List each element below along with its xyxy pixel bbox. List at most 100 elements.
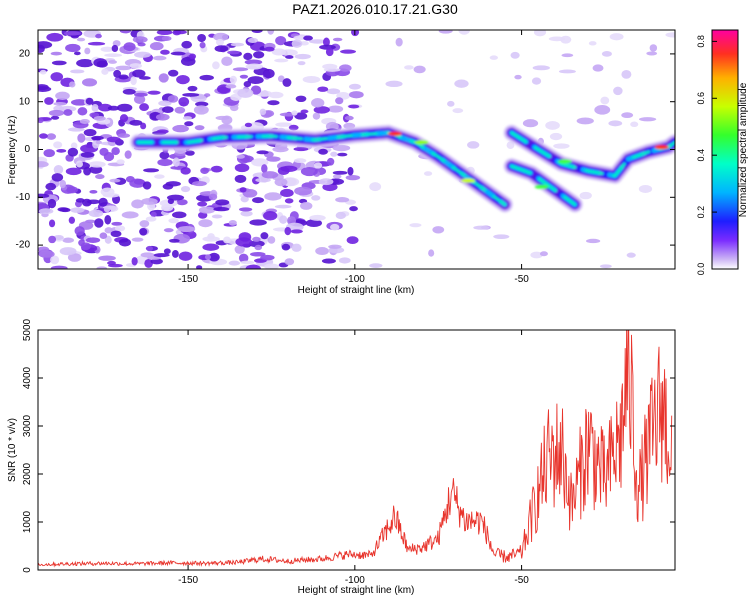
noise-blob [84,47,91,55]
noise-blob [104,53,123,58]
noise-blob [142,181,152,190]
noise-blob [199,41,206,49]
noise-blob [67,127,85,132]
noise-blob [263,210,278,221]
spectrogram-xtick-label: -100 [345,274,365,285]
noise-blob [185,150,195,156]
noise-blob [158,73,169,83]
noise-blob [229,104,239,112]
noise-blob [106,136,121,143]
noise-blob [279,215,288,224]
noise-blob [236,154,245,159]
noise-blob [155,113,170,121]
noise-blob [62,237,75,243]
noise-blob [349,206,358,212]
noise-blob [70,142,78,150]
noise-blob [243,52,253,61]
noise-blob [223,236,231,244]
noise-blob [123,42,136,52]
noise-blob [163,228,174,233]
noise-blob [284,226,292,236]
noise-blob [50,72,64,82]
noise-blob [229,75,237,84]
colorbar-frame [711,29,739,270]
noise-blob [91,103,99,112]
noise-blob [245,63,263,70]
noise-blob [87,41,106,46]
snr-ticks: -150 -100 -50 0 1000 2000 3000 4000 5000 [22,318,675,586]
noise-blob [50,115,60,120]
ridge-lower-right-layer [510,164,577,206]
noise-blob [196,265,203,269]
noise-blob [68,216,76,224]
noise-blob [130,76,137,86]
noise-blob [247,37,259,43]
noise-blob [119,30,132,34]
noise-blob [170,51,186,56]
spectrogram-xtick-label: -150 [178,274,198,285]
noise-blob [47,198,57,209]
noise-blob [75,160,83,168]
noise-blob [137,42,146,47]
noise-blob [261,171,279,179]
noise-blob [109,178,121,183]
noise-blob [158,100,172,107]
spectrogram-ylabel: Frequency (Hz) [7,116,18,185]
noise-blob [177,226,196,233]
noise-blob [38,250,55,258]
noise-blob [70,69,85,74]
noise-blob [621,112,634,119]
noise-blob [161,204,174,212]
noise-blob [50,51,63,56]
noise-blob [39,69,47,75]
noise-blob [303,35,313,41]
noise-blob [48,219,56,228]
noise-blob [549,132,563,141]
noise-blob [621,69,632,79]
spectrogram-ytick-label: 20 [19,49,31,60]
noise-blob [202,236,220,242]
noise-blob [46,133,57,140]
colorbar-tick-label: 0.4 [696,149,706,162]
noise-blob [79,118,90,124]
spectrogram-xlabel: Height of straight line (km) [298,285,415,296]
noise-blob [168,69,179,77]
noise-blob [346,236,359,245]
noise-blob [243,80,252,88]
noise-blob [264,192,282,201]
ridge-main-layer [136,131,507,206]
noise-blob [228,260,241,266]
colorbar-ticks: 0.0 0.2 0.4 0.6 0.8 [696,35,717,275]
noise-blob [172,124,189,133]
noise-blob [309,214,326,221]
noise-blob [337,152,348,157]
noise-blob [157,158,173,167]
noise-blob [139,227,148,236]
noise-blob [259,108,267,116]
noise-blob [198,219,213,228]
noise-blob [70,99,89,106]
noise-blob [88,209,104,218]
noise-blob [282,78,292,87]
noise-blob [332,174,342,179]
noise-blob [67,147,79,157]
noise-blob [260,232,269,240]
noise-blob [473,225,490,230]
noise-blob [163,248,171,255]
noise-blob [234,245,245,254]
noise-blob [181,40,193,49]
noise-blob [576,117,594,125]
noise-blob [139,220,150,228]
noise-blob [328,244,342,249]
snr-ytick-label: 4000 [22,366,33,389]
noise-blob [134,51,151,58]
noise-blob [204,254,211,260]
noise-blob [510,51,520,59]
noise-blob [154,174,165,179]
noise-blob [240,260,255,265]
noise-blob [215,38,224,46]
noise-blob [332,170,348,175]
noise-blob [539,251,548,257]
noise-blob [189,53,197,60]
